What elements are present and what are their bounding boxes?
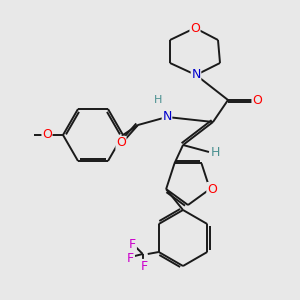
Text: O: O [190, 22, 200, 34]
Text: N: N [162, 110, 172, 124]
Text: F: F [129, 238, 136, 250]
Text: H: H [210, 146, 220, 158]
Text: H: H [154, 95, 162, 105]
Text: O: O [42, 128, 52, 142]
Text: O: O [252, 94, 262, 106]
Text: N: N [191, 68, 201, 82]
Text: O: O [207, 183, 217, 196]
Text: F: F [141, 260, 148, 272]
Text: O: O [116, 136, 126, 149]
Text: F: F [127, 251, 134, 265]
